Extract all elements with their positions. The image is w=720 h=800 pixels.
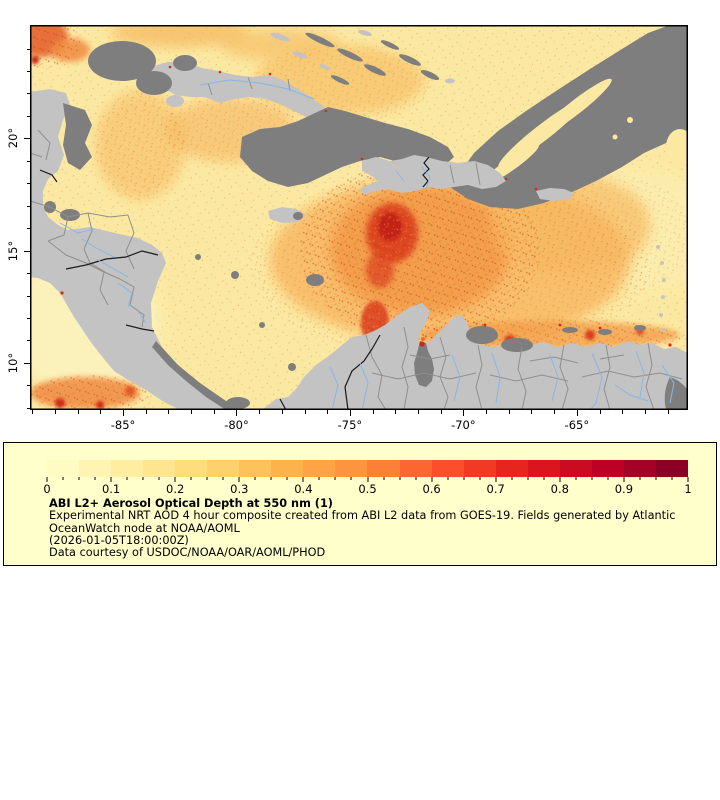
colorbar-segment [495, 460, 528, 477]
colorbar-tick-label: 0.2 [166, 482, 185, 496]
bahamas-islet [358, 29, 372, 37]
y-axis-tick-label: 10° [6, 352, 20, 374]
colorbar-segment [367, 460, 400, 477]
bahamas-islet [270, 32, 290, 42]
colorbar-segment [399, 460, 432, 477]
x-axis-tick-label: -70° [451, 418, 476, 432]
colorbar [47, 460, 688, 477]
colorbar-segment [463, 460, 496, 477]
puerto-rico-landmass [536, 188, 574, 201]
colorbar-tick-label: 0.8 [550, 482, 569, 496]
x-axis-tick-label: -80° [224, 418, 249, 432]
aod-map-canvas [30, 25, 688, 410]
antilles-islet [656, 245, 660, 249]
colorbar-segment [623, 460, 656, 477]
coastal-hotspot-layer [60, 65, 672, 347]
cuba-landmass [150, 62, 330, 122]
bahamas-islet [292, 51, 308, 59]
country-border-layer [39, 156, 430, 410]
colorbar-segment [79, 460, 112, 477]
admin-border-layer [30, 76, 683, 410]
colorbar-segment [591, 460, 624, 477]
colorbar-tick-label: 0.9 [614, 482, 634, 496]
x-axis-tick-label: -85° [110, 418, 136, 432]
antilles-islet [662, 278, 666, 282]
legend-caption: ABI L2+ Aerosol Optical Depth at 550 nm … [49, 497, 676, 560]
legend-desc-line-2: OceanWatch node at NOAA/AOML [49, 521, 240, 535]
antilles-islet [659, 313, 663, 317]
colorbar-tick-label: 1 [684, 482, 692, 496]
nicaragua-costarica-border [125, 324, 155, 332]
antilles-islet [662, 328, 666, 332]
yucatan-central-america-landmass [30, 89, 244, 410]
antilles-islet [661, 295, 665, 299]
trinidad-islet [659, 349, 673, 357]
colorbar-tick-label: 0 [43, 482, 51, 496]
belize-guatemala-border [39, 169, 58, 183]
colorbar-tick-label: 0.1 [101, 482, 121, 496]
colorbar-segment [303, 460, 336, 477]
colorbar-segment [47, 460, 80, 477]
colorbar-segment [143, 460, 176, 477]
colorbar-ticks [46, 477, 689, 483]
land-layer-west [30, 29, 455, 410]
colombia-venezuela-border [344, 334, 381, 410]
colorbar-tick-label: 0.4 [294, 482, 313, 496]
panama-colombia-border [279, 398, 287, 410]
costa-rica-cloud [152, 341, 244, 410]
colorbar-tick-label: 0.6 [422, 482, 441, 496]
colorbar-segment [239, 460, 272, 477]
colorbar-segment [655, 460, 688, 477]
colorbar-segment [431, 460, 464, 477]
river-layer [59, 79, 675, 410]
antilles-islet [660, 261, 664, 265]
colorbar-tick-label: 0.7 [486, 482, 505, 496]
honduras-nicaragua-border [65, 250, 159, 270]
colorbar-segment [207, 460, 240, 477]
aod-map-svg [30, 25, 688, 410]
land-layer-east [262, 155, 688, 410]
cayman-cloud [240, 107, 454, 187]
lake-maracaibo [414, 341, 434, 387]
legend-desc-line-1: Experimental NRT AOD 4 hour composite cr… [49, 509, 676, 523]
colorbar-segment [175, 460, 208, 477]
colorbar-segment [335, 460, 368, 477]
colorbar-tick-label: 0.5 [358, 482, 377, 496]
y-axis-tick-label: 15° [6, 240, 20, 261]
legend-title: ABI L2+ Aerosol Optical Depth at 550 nm … [49, 497, 333, 510]
colorbar-labels: 0 0.1 0.2 0.3 0.4 0.5 0.6 0.7 0.8 0.9 1 [43, 482, 692, 496]
isla-juventud [166, 95, 184, 107]
legend-box: 0 0.1 0.2 0.3 0.4 0.5 0.6 0.7 0.8 0.9 1 ABI L2+ Ae… [3, 442, 717, 566]
turks-islet [445, 78, 455, 84]
colorbar-segment [111, 460, 144, 477]
colorbar-segment [559, 460, 592, 477]
colorbar-tick-label: 0.3 [230, 482, 249, 496]
legend-courtesy: Data courtesy of USDOC/NOAA/OAR/AOML/PHO… [49, 546, 326, 560]
legend-timestamp: (2026-01-05T18:00:00Z) [49, 533, 189, 547]
cloud-data-streaks [481, 78, 688, 186]
colorbar-segment [527, 460, 560, 477]
x-axis-tick-label: -65° [564, 418, 590, 432]
map-frame [30, 25, 688, 410]
hispaniola-landmass [360, 155, 506, 195]
x-axis-tick-label: -75° [337, 418, 363, 432]
south-america-landmass [262, 303, 688, 410]
y-axis-tick-label: 20° [6, 128, 20, 149]
bahamas-islet [319, 64, 331, 70]
colorbar-segment [271, 460, 304, 477]
